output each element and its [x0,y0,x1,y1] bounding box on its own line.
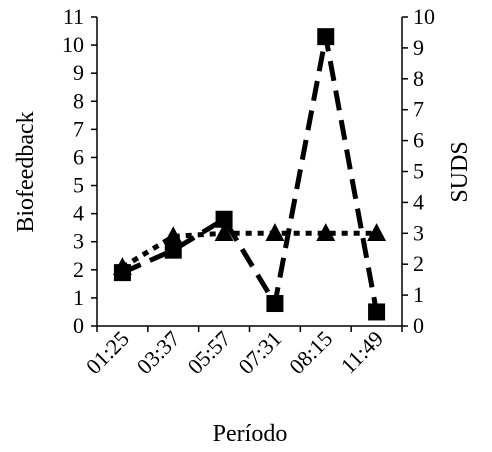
axes [96,17,403,327]
x-axis-title: Período [213,421,288,447]
square-marker [164,241,182,259]
left-y-tick-label: 10 [62,32,84,57]
triangle-marker [265,223,285,241]
right-y-tick-label: 3 [413,220,424,245]
left-y-tick-label: 4 [73,201,84,226]
triangle-marker [163,226,183,245]
x-tick-label: 03:37 [132,326,185,379]
left-y-tick-label: 9 [73,60,84,85]
series-biofeedback [113,28,386,321]
square-marker [368,303,386,321]
square-marker [215,210,233,228]
right-y-tick-label: 10 [413,4,435,29]
left-y-tick-label: 7 [73,116,84,141]
series-line [121,36,380,313]
right-y-axis-title: SUDS [447,141,473,202]
x-tick-label: 08:15 [284,326,337,379]
series-suds [112,223,387,275]
right-y-tick-label: 1 [413,282,424,307]
left-y-tick-label: 1 [73,285,84,310]
right-y-tick-label: 5 [413,159,424,184]
triangle-marker [214,223,234,241]
right-y-tick-label: 2 [413,251,424,276]
left-y-tick-label: 2 [73,257,84,282]
x-tick-label: 11:49 [336,326,389,379]
left-y-axis-ticks: 0 1 2 3 4 5 6 7 8 9 10 11 [62,4,97,338]
right-y-tick-label: 7 [413,97,424,122]
right-y-axis-ticks: 0 1 2 3 4 5 6 7 8 9 10 [402,4,435,338]
left-y-axis-title: Biofeedback [13,111,39,232]
square-marker [317,28,335,46]
right-y-tick-label: 6 [413,128,424,153]
left-y-tick-label: 6 [73,144,84,169]
x-tick-label: 07:31 [233,326,286,379]
left-y-tick-label: 5 [73,173,84,198]
triangle-marker [316,223,336,241]
right-y-tick-label: 9 [413,35,424,60]
right-y-tick-label: 8 [413,66,424,91]
left-y-tick-label: 11 [63,4,84,29]
right-y-tick-label: 4 [413,189,424,214]
series [112,28,387,321]
square-marker [266,295,284,313]
right-y-tick-label: 0 [413,313,424,338]
left-y-tick-label: 0 [73,313,84,338]
x-tick-label: 01:25 [81,326,134,379]
left-y-tick-label: 3 [73,229,84,254]
triangle-marker [112,257,132,275]
triangle-marker [367,223,387,241]
x-tick-label: 05:57 [182,326,235,379]
left-y-tick-label: 8 [73,88,84,113]
series-line [121,230,377,270]
